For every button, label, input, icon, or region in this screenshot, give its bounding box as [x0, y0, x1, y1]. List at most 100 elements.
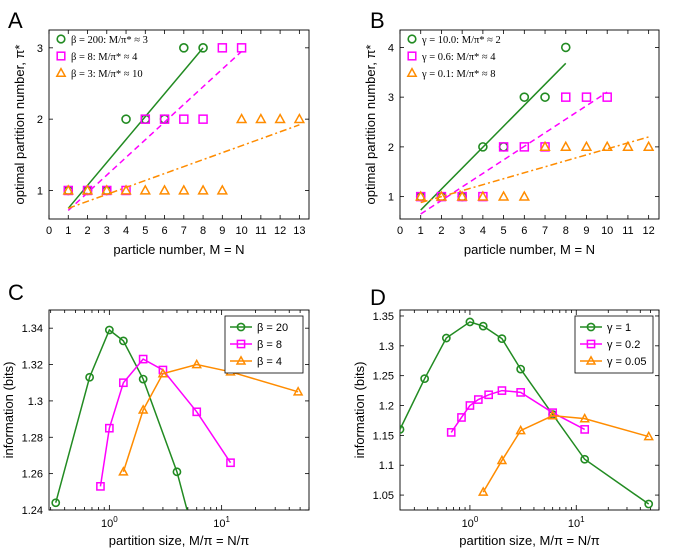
data-point	[274, 112, 286, 124]
data-point	[644, 499, 654, 509]
data-point	[581, 92, 592, 102]
series-2	[96, 354, 235, 491]
data-point	[478, 321, 488, 331]
x-tick-label: 12	[274, 225, 286, 237]
x-tick-label: 5	[142, 225, 148, 237]
y-tick-label: 1.26	[22, 469, 43, 481]
panel-letter: C	[8, 280, 24, 305]
data-point	[415, 190, 427, 201]
legend-label: β = 4	[257, 356, 282, 368]
plot-area	[400, 317, 654, 509]
data-point	[560, 140, 572, 152]
data-point	[216, 184, 229, 195]
legend-label: β = 200: M/π* ≈ 3	[71, 35, 148, 46]
x-tick-label: 3	[459, 225, 465, 237]
legend: γ = 1 γ = 0.2 γ = 0.05	[574, 315, 654, 374]
x-tick-label: 9	[583, 225, 589, 237]
data-point	[51, 498, 61, 508]
data-point	[540, 92, 550, 102]
series-line	[482, 414, 649, 493]
axes-frame	[48, 29, 310, 220]
data-point	[456, 190, 468, 201]
x-tick-label: 12	[643, 225, 655, 237]
data-point	[602, 92, 612, 102]
x-tick-label: 5	[501, 225, 507, 237]
y-axis-label: optimal partition number, π*	[12, 45, 27, 205]
y-tick-label: 1.35	[373, 311, 394, 323]
data-point	[518, 190, 530, 201]
x-tick-label: 11	[622, 225, 633, 237]
data-point	[465, 401, 475, 410]
panel-letter: B	[370, 8, 385, 33]
x-tick-label: 10	[235, 225, 247, 237]
data-point	[104, 325, 114, 335]
data-point	[496, 454, 508, 465]
legend-label: β = 8	[257, 339, 282, 351]
data-point	[137, 404, 149, 414]
data-point	[158, 184, 171, 195]
x-tick-label: 11	[255, 225, 266, 237]
y-axis-label: information (bits)	[1, 362, 16, 459]
legend: β = 20 β = 8 β = 4	[224, 315, 304, 374]
legend-marker	[407, 34, 417, 44]
legend-label: γ = 0.2	[607, 339, 640, 351]
data-point	[446, 428, 456, 437]
series-2	[446, 386, 590, 437]
y-tick-label: 1	[388, 192, 394, 204]
data-point	[293, 112, 306, 124]
x-tick-label: 3	[104, 225, 110, 237]
x-tick-base: 10	[568, 518, 580, 530]
plot-area	[62, 43, 306, 211]
y-tick-label: 2	[388, 142, 394, 154]
x-tick-label: 7	[181, 225, 187, 237]
x-tick-label: 0	[46, 225, 52, 237]
y-axis-label: information (bits)	[352, 362, 367, 459]
series-line	[400, 321, 650, 505]
data-point	[400, 425, 405, 434]
data-point	[118, 466, 129, 476]
y-tick-label: 3	[388, 92, 394, 104]
data-point	[516, 364, 526, 374]
data-point	[435, 190, 448, 201]
data-point	[119, 378, 128, 388]
data-point	[139, 184, 151, 195]
x-tick-label: 101	[213, 515, 230, 530]
y-tick-label: 1.2	[379, 401, 394, 413]
data-point	[179, 43, 189, 53]
legend-marker	[236, 339, 246, 349]
data-point	[497, 386, 507, 395]
data-point	[236, 43, 247, 53]
y-tick-label: 1.15	[373, 430, 394, 442]
data-point	[516, 388, 526, 397]
x-tick-exponent: 1	[226, 515, 231, 524]
legend: β = 200: M/π* ≈ 3 β = 8: M/π* ≈ 4 β = 3: M…	[55, 34, 148, 80]
series-1	[51, 325, 188, 510]
data-point	[601, 140, 613, 152]
data-point	[81, 184, 94, 195]
data-point	[105, 423, 114, 433]
fit-line	[67, 47, 204, 209]
y-tick-label: 1.34	[22, 323, 43, 335]
y-tick-label: 1.32	[22, 360, 43, 372]
data-point	[473, 395, 483, 404]
series-line	[99, 358, 232, 487]
x-tick-label: 6	[521, 225, 527, 237]
legend-marker	[406, 67, 418, 77]
x-tick-label: 6	[161, 225, 167, 237]
plot-area	[51, 325, 304, 510]
axes-frame	[48, 309, 310, 511]
data-point	[441, 333, 451, 343]
series-3	[477, 409, 654, 496]
data-point	[140, 114, 151, 124]
y-tick-label: 1.25	[373, 371, 394, 383]
x-tick-label: 8	[563, 225, 569, 237]
series-line	[450, 389, 586, 433]
data-point	[172, 467, 182, 477]
y-tick-label: 1	[37, 185, 43, 197]
x-tick-base: 10	[213, 518, 225, 530]
x-tick-label: 7	[542, 225, 548, 237]
x-tick-base: 10	[462, 518, 474, 530]
